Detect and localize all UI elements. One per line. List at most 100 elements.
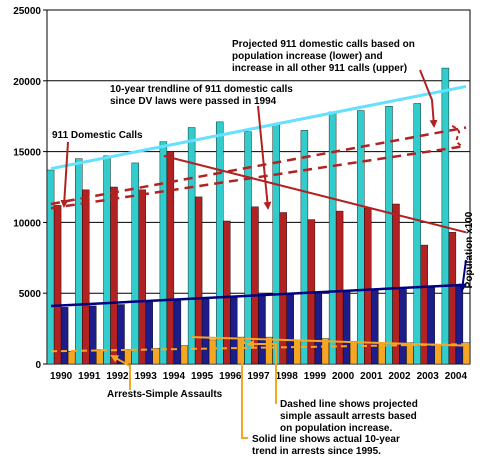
- bar-population-x100: [286, 293, 294, 365]
- projected-domestic-lower-line: [50, 144, 467, 210]
- population-arrow: [458, 259, 467, 292]
- y-tick-label: 10000: [13, 218, 41, 229]
- trend-arrow: [257, 105, 272, 210]
- x-tick-label: 2002: [388, 371, 411, 382]
- x-tick-label: 2000: [332, 371, 355, 382]
- bar-911-domestic-calls: [194, 196, 203, 365]
- bar-all-other-911-calls-x10: [300, 130, 309, 365]
- bar-population-x100: [258, 294, 266, 365]
- bar-population-x100: [455, 284, 464, 365]
- x-tick-label: 1997: [247, 371, 270, 382]
- bar-911-domestic-calls: [110, 186, 118, 365]
- dashed-line-note: Dashed line shows projected: [280, 399, 418, 410]
- bar-all-other-911-calls-x10: [441, 67, 450, 365]
- axes: 0 5000 10000 15000 20000 25000 1990 1991 1992 199…: [13, 6, 467, 382]
- trendlines: [50, 84, 467, 353]
- y-tick-label: 15000: [13, 148, 41, 159]
- dashed-line-note: simple assault arrests based: [280, 411, 417, 422]
- x-tick-label: 1991: [78, 371, 101, 382]
- arrests-actual-trendline: [191, 336, 467, 347]
- arrests-label: Arrests-Simple Assaults: [107, 389, 223, 400]
- bar-population-x100: [427, 285, 435, 365]
- x-tick-label: 1998: [276, 371, 299, 382]
- x-tick-label: 1996: [219, 371, 242, 382]
- all-other-calls-label: All other 911 calls x10: [357, 14, 461, 25]
- y-tick-label: 5000: [19, 289, 42, 300]
- bar-population-x100: [173, 300, 182, 365]
- bar-911-domestic-calls: [335, 210, 344, 365]
- bar-911-domestic-calls: [223, 220, 231, 365]
- bar-arrests-simple-assaults: [237, 336, 245, 365]
- bar-911-domestic-calls: [420, 244, 428, 365]
- solid-note-arrow: [238, 336, 248, 439]
- projected-domestic-label: increase in all other 911 calls (upper): [232, 63, 407, 74]
- bar-all-other-911-calls-x10: [216, 121, 224, 365]
- domestic-trend-label: since DV laws were passed in 1994: [110, 96, 277, 107]
- bar-population-x100: [230, 295, 238, 365]
- bar-911-domestic-calls: [364, 208, 372, 365]
- bar-all-other-911-calls-x10: [357, 110, 365, 365]
- bar-arrests-simple-assaults: [293, 339, 301, 365]
- bar-all-other-911-calls-x10: [46, 169, 55, 365]
- bar-arrests-simple-assaults: [265, 336, 273, 365]
- x-tick-label: 1990: [50, 371, 73, 382]
- bar-population-x100: [342, 290, 351, 365]
- y-tick-label: 25000: [13, 6, 41, 17]
- bar-all-other-911-calls-x10: [131, 162, 139, 365]
- projected-domestic-label: Projected 911 domestic calls based on: [232, 39, 415, 50]
- bar-population-x100: [117, 304, 125, 365]
- bar-arrests-simple-assaults: [180, 345, 189, 365]
- bar-all-other-911-calls-x10: [385, 106, 393, 365]
- x-tick-label: 2001: [360, 371, 383, 382]
- bar-arrests-simple-assaults: [462, 342, 471, 365]
- bar-arrests-simple-assaults: [349, 341, 358, 365]
- bar-all-other-911-calls-x10: [75, 158, 83, 365]
- bar-911-domestic-calls: [53, 205, 62, 365]
- bar-911-domestic-calls: [166, 151, 175, 365]
- x-tick-label: 1995: [191, 371, 214, 382]
- bar-population-x100: [201, 297, 210, 365]
- y-tick-label: 20000: [13, 77, 41, 88]
- bar-911-domestic-calls: [392, 203, 400, 365]
- x-tick-label: 2003: [417, 371, 440, 382]
- projected-domestic-label: population increase (lower) and: [232, 51, 383, 62]
- x-tick-label: 1992: [106, 371, 129, 382]
- bar-all-other-911-calls-x10: [103, 155, 111, 365]
- bar-all-other-911-calls-x10: [413, 103, 421, 365]
- bar-population-x100: [60, 307, 69, 365]
- all-other-calls-trendline: [50, 84, 467, 171]
- bar-all-other-911-calls-x10: [328, 111, 337, 365]
- projected-domestic-upper-line: [50, 126, 467, 206]
- projected-bracket: [451, 125, 463, 147]
- annotations: All other 911 calls x10 Projected 911 dom…: [52, 14, 475, 457]
- bar-arrests-simple-assaults: [124, 349, 132, 365]
- bar-arrests-simple-assaults: [321, 338, 330, 365]
- x-tick-label: 1999: [304, 371, 327, 382]
- bar-911-domestic-calls: [138, 189, 146, 365]
- bar-population-x100: [314, 291, 323, 365]
- bar-arrests-simple-assaults: [208, 339, 217, 365]
- bar-arrests-simple-assaults: [406, 342, 414, 365]
- bar-population-x100: [399, 287, 407, 365]
- arrests-arrow: [110, 355, 131, 390]
- arrests-projected-line: [50, 343, 467, 353]
- population-label: Population x100: [464, 211, 475, 288]
- bar-population-x100: [89, 305, 97, 365]
- bar-arrests-simple-assaults: [96, 349, 104, 365]
- dashed-line-note: on population increase.: [280, 423, 392, 434]
- domestic-calls-arrow: [60, 141, 69, 208]
- dashed-note-arrow: [246, 340, 277, 404]
- domestic-trend-label: 10-year trendline of 911 domestic calls: [110, 84, 293, 95]
- projected-arrow: [419, 69, 438, 128]
- bar-arrests-simple-assaults: [152, 348, 160, 365]
- bar-911-domestic-calls: [82, 189, 90, 365]
- bar-911-domestic-calls: [251, 206, 259, 365]
- bar-all-other-911-calls-x10: [272, 124, 280, 365]
- x-tick-label: 1994: [163, 371, 186, 382]
- solid-line-note: Solid line shows actual 10-year: [252, 434, 400, 445]
- domestic-calls-label: 911 Domestic Calls: [52, 130, 143, 141]
- bar-population-x100: [145, 301, 153, 365]
- bar-all-other-911-calls-x10: [159, 141, 168, 365]
